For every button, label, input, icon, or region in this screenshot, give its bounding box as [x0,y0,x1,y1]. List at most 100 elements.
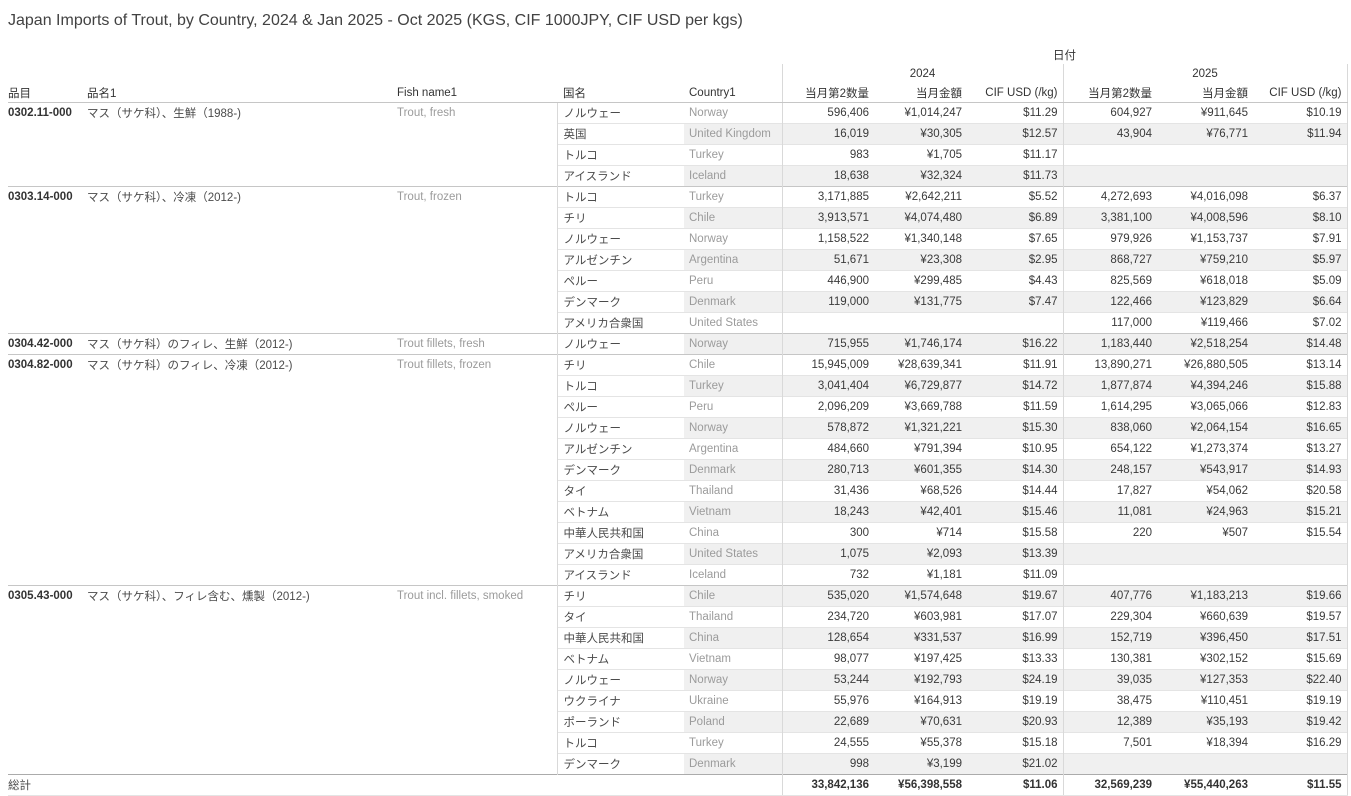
cell-qty-2025[interactable]: 11,081 [1062,501,1157,523]
section-first-row[interactable]: 0305.43-000 マス（サケ科）、フィレ含む、燻製（2012-) Trout … [8,585,1348,607]
cell-item-name-jp[interactable] [85,460,395,481]
table-row[interactable]: ノルウェー Norway 1,158,522 ¥1,340,148 $7.65 979,9… [8,228,1348,250]
cell-fish-name[interactable]: Trout fillets, frozen [395,354,557,376]
cell-country-en[interactable]: Thailand [684,606,782,628]
total-amount-2025[interactable]: ¥55,440,263 [1157,774,1253,796]
cell-fish-name[interactable] [395,481,557,502]
cell-amount-2025[interactable]: ¥54,062 [1157,480,1253,502]
table-row[interactable]: ウクライナ Ukraine 55,976 ¥164,913 $19.19 38,475 ¥1… [8,690,1348,712]
cell-cif-2025[interactable]: $15.88 [1253,375,1348,397]
cell-item-code[interactable] [8,481,85,502]
table-row[interactable]: アイスランド Iceland 18,638 ¥32,324 $11.73 [8,165,1348,187]
cell-country-en[interactable]: United States [684,312,782,334]
cell-qty-2025[interactable]: 979,926 [1062,228,1157,250]
cell-item-name-jp[interactable]: マス（サケ科）のフィレ、生鮮（2012-) [85,333,395,355]
cell-qty-2025[interactable]: 248,157 [1062,459,1157,481]
cell-item-code[interactable] [8,649,85,670]
cell-qty-2024[interactable]: 2,096,209 [781,396,874,418]
cell-cif-2024[interactable]: $12.57 [967,123,1063,145]
cell-qty-2024[interactable]: 119,000 [781,291,874,313]
cell-item-code[interactable] [8,397,85,418]
section-first-row[interactable]: 0304.42-000 マス（サケ科）のフィレ、生鮮（2012-) Trout fi… [8,333,1348,355]
cell-cif-2024[interactable]: $15.30 [967,417,1063,439]
cell-cif-2025[interactable] [1253,564,1348,586]
cell-item-name-jp[interactable] [85,313,395,334]
cell-item-name-jp[interactable] [85,229,395,250]
cell-country-en[interactable]: Peru [684,270,782,292]
cell-item-code[interactable]: 0304.82-000 [8,354,85,376]
cell-qty-2025[interactable] [1062,753,1157,775]
cell-qty-2025[interactable]: 117,000 [1062,312,1157,334]
cell-country-jp[interactable]: トルコ [556,375,684,397]
cell-cif-2025[interactable] [1253,165,1348,187]
cell-item-code[interactable] [8,208,85,229]
cell-country-jp[interactable]: 中華人民共和国 [556,627,684,649]
cell-country-jp[interactable]: デンマーク [556,753,684,775]
cell-cif-2025[interactable]: $13.14 [1253,354,1348,376]
cell-qty-2025[interactable] [1062,564,1157,586]
cell-fish-name[interactable] [395,628,557,649]
cell-country-jp[interactable]: アルゼンチン [556,438,684,460]
cell-amount-2025[interactable]: ¥4,008,596 [1157,207,1253,229]
cell-amount-2024[interactable]: ¥32,324 [874,165,967,187]
total-qty-2025[interactable]: 32,569,239 [1062,774,1157,796]
cell-item-name-jp[interactable] [85,691,395,712]
cell-amount-2024[interactable] [874,312,967,334]
cell-item-name-jp[interactable] [85,166,395,187]
cell-cif-2024[interactable]: $17.07 [967,606,1063,628]
cell-amount-2025[interactable]: ¥1,183,213 [1157,585,1253,607]
cell-item-code[interactable] [8,670,85,691]
cell-cif-2024[interactable]: $14.72 [967,375,1063,397]
cell-cif-2025[interactable]: $16.65 [1253,417,1348,439]
cell-cif-2025[interactable]: $13.27 [1253,438,1348,460]
cell-qty-2025[interactable]: 39,035 [1062,669,1157,691]
cell-amount-2025[interactable]: ¥1,153,737 [1157,228,1253,250]
cell-country-en[interactable]: Norway [684,333,782,355]
cell-qty-2025[interactable]: 1,614,295 [1062,396,1157,418]
cell-amount-2024[interactable]: ¥2,642,211 [874,186,967,208]
cell-fish-name[interactable] [395,607,557,628]
cell-country-jp[interactable]: 英国 [556,123,684,145]
cell-country-jp[interactable]: ノルウェー [556,333,684,355]
cell-amount-2025[interactable] [1157,165,1253,187]
cell-item-name-jp[interactable] [85,565,395,586]
cell-country-jp[interactable]: ベトナム [556,648,684,670]
cell-country-jp[interactable]: チリ [556,585,684,607]
table-row[interactable]: ノルウェー Norway 53,244 ¥192,793 $24.19 39,035 ¥12… [8,669,1348,691]
table-row[interactable]: ペルー Peru 2,096,209 ¥3,669,788 $11.59 1,614,29… [8,396,1348,418]
cell-qty-2024[interactable]: 280,713 [781,459,874,481]
cell-qty-2024[interactable]: 998 [781,753,874,775]
cell-qty-2025[interactable]: 13,890,271 [1062,354,1157,376]
cell-qty-2024[interactable]: 53,244 [781,669,874,691]
cell-country-en[interactable]: Vietnam [684,648,782,670]
cell-cif-2024[interactable]: $11.91 [967,354,1063,376]
cell-country-en[interactable]: Denmark [684,291,782,313]
cell-amount-2024[interactable]: ¥192,793 [874,669,967,691]
cell-qty-2025[interactable]: 604,927 [1062,102,1157,124]
cell-fish-name[interactable] [395,313,557,334]
cell-amount-2024[interactable]: ¥1,705 [874,144,967,166]
cell-cif-2025[interactable]: $19.66 [1253,585,1348,607]
cell-cif-2024[interactable]: $2.95 [967,249,1063,271]
cell-cif-2025[interactable]: $7.02 [1253,312,1348,334]
cell-amount-2025[interactable]: ¥123,829 [1157,291,1253,313]
cell-item-name-jp[interactable] [85,439,395,460]
cell-amount-2024[interactable]: ¥1,574,648 [874,585,967,607]
cell-cif-2024[interactable]: $20.93 [967,711,1063,733]
table-row[interactable]: ベトナム Vietnam 98,077 ¥197,425 $13.33 130,381 ¥3… [8,648,1348,670]
cell-cif-2024[interactable]: $11.17 [967,144,1063,166]
cell-amount-2024[interactable]: ¥4,074,480 [874,207,967,229]
cell-qty-2025[interactable]: 220 [1062,522,1157,544]
cell-qty-2024[interactable]: 535,020 [781,585,874,607]
cell-country-jp[interactable]: トルコ [556,144,684,166]
cell-item-code[interactable] [8,418,85,439]
total-qty-2024[interactable]: 33,842,136 [781,774,874,796]
table-row[interactable]: タイ Thailand 234,720 ¥603,981 $17.07 229,304 ¥6… [8,606,1348,628]
cell-country-jp[interactable]: ポーランド [556,711,684,733]
cell-country-en[interactable]: Iceland [684,165,782,187]
cell-qty-2024[interactable]: 3,041,404 [781,375,874,397]
cell-country-jp[interactable]: タイ [556,480,684,502]
cell-cif-2025[interactable]: $6.64 [1253,291,1348,313]
table-row[interactable]: アルゼンチン Argentina 484,660 ¥791,394 $10.95 654,… [8,438,1348,460]
cell-qty-2025[interactable] [1062,543,1157,565]
